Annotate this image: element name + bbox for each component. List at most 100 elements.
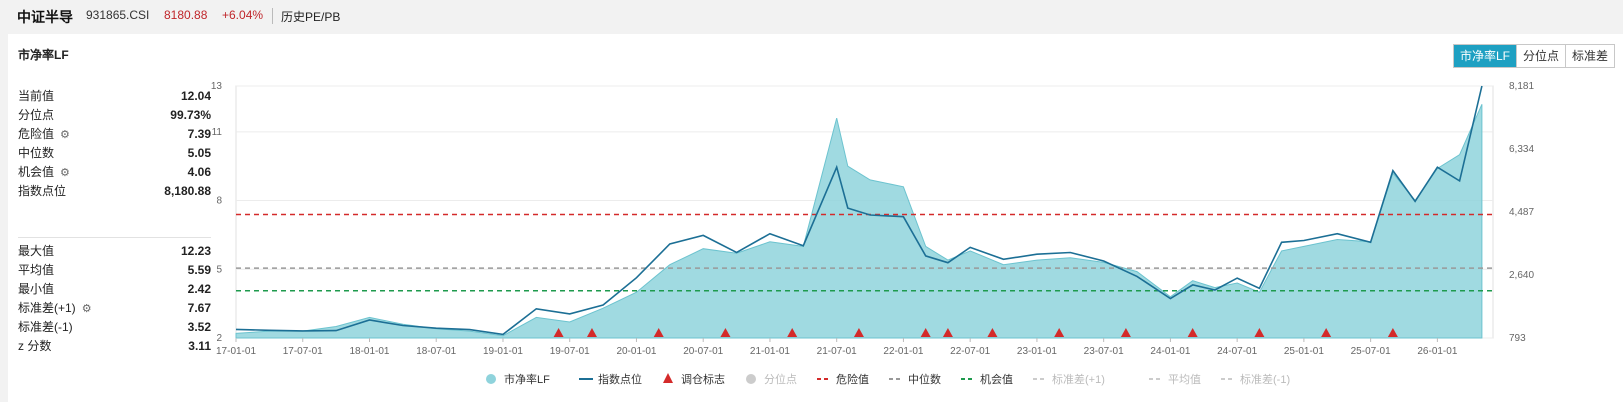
x-tick-label: 23-01-01 bbox=[1017, 346, 1057, 357]
view-tabs: 市净率LF 分位点 标准差 bbox=[1452, 44, 1615, 68]
x-tick-label: 21-07-01 bbox=[817, 346, 857, 357]
stats-divider bbox=[18, 237, 211, 238]
legend-label: 平均值 bbox=[1168, 373, 1201, 386]
legend-label: 市净率LF bbox=[504, 372, 550, 386]
rebalance-marker bbox=[1054, 328, 1065, 337]
x-tick-label: 24-01-01 bbox=[1150, 346, 1190, 357]
legend-label: 标准差(+1) bbox=[1052, 372, 1105, 386]
rebalance-marker bbox=[1387, 328, 1398, 337]
x-tick-label: 19-01-01 bbox=[483, 346, 523, 357]
legend-label: 危险值 bbox=[836, 372, 869, 386]
stat-label-text: 危险值 bbox=[18, 127, 55, 141]
stat-row: z 分数 3.11 bbox=[18, 337, 211, 355]
stat-value: 12.23 bbox=[180, 244, 211, 258]
y-right-tick-label: 4,487 bbox=[1509, 207, 1534, 218]
stat-label: 当前值 bbox=[18, 89, 55, 103]
tab-percentile[interactable]: 分位点 bbox=[1515, 45, 1565, 67]
rebalance-marker bbox=[920, 328, 931, 337]
x-tick-label: 17-07-01 bbox=[283, 346, 323, 357]
x-tick-label: 18-01-01 bbox=[349, 346, 389, 357]
rebalance-marker bbox=[653, 328, 664, 337]
index-name: 中证半导 bbox=[17, 9, 73, 25]
stat-label: 机会值 ⚙ bbox=[18, 163, 70, 182]
stat-row: 中位数 5.05 bbox=[18, 144, 211, 162]
stat-label: 最大值 bbox=[18, 244, 55, 258]
x-tick-label: 23-07-01 bbox=[1084, 346, 1124, 357]
stat-row: 危险值 ⚙ 7.39 bbox=[18, 125, 211, 143]
x-tick-label: 20-01-01 bbox=[616, 346, 656, 357]
stat-label: 分位点 bbox=[18, 108, 55, 122]
stat-row: 标准差(+1) ⚙ 7.67 bbox=[18, 299, 211, 317]
stat-row: 标准差(-1) 3.52 bbox=[18, 318, 211, 336]
stat-label-text: 标准差(+1) bbox=[18, 301, 76, 315]
stat-value: 4.06 bbox=[187, 165, 211, 179]
stat-value: 7.39 bbox=[187, 127, 211, 141]
x-tick-label: 22-07-01 bbox=[950, 346, 990, 357]
rebalance-marker bbox=[1187, 328, 1198, 337]
stat-row: 平均值 5.59 bbox=[18, 261, 211, 279]
legend-label: 中位数 bbox=[908, 372, 941, 386]
x-tick-label: 25-07-01 bbox=[1351, 346, 1391, 357]
stat-label: z 分数 bbox=[18, 339, 52, 353]
legend-label: 调仓标志 bbox=[681, 372, 725, 386]
stat-row: 最大值 12.23 bbox=[18, 242, 211, 260]
y-right-tick-label: 793 bbox=[1509, 333, 1526, 344]
x-tick-label: 19-07-01 bbox=[550, 346, 590, 357]
y-right-tick-label: 2,640 bbox=[1509, 270, 1534, 281]
gear-icon[interactable]: ⚙ bbox=[60, 129, 70, 141]
pb-area-series bbox=[235, 104, 1483, 339]
gear-icon[interactable]: ⚙ bbox=[81, 303, 92, 315]
y-right-tick-label: 8,181 bbox=[1509, 81, 1534, 92]
x-tick-label: 22-01-01 bbox=[883, 346, 923, 357]
stat-label: 标准差(+1) ⚙ bbox=[18, 299, 92, 318]
rebalance-marker bbox=[720, 328, 731, 337]
stat-row: 最小值 2.42 bbox=[18, 280, 211, 298]
x-tick-label: 24-07-01 bbox=[1217, 346, 1257, 357]
stat-value: 3.11 bbox=[188, 339, 211, 353]
x-tick-label: 25-01-01 bbox=[1284, 346, 1324, 357]
rebalance-marker bbox=[1321, 328, 1332, 337]
rebalance-marker bbox=[1120, 328, 1131, 337]
stat-value: 5.05 bbox=[187, 146, 211, 160]
stat-value: 12.04 bbox=[180, 89, 211, 103]
legend-label: 标准差(-1) bbox=[1240, 372, 1290, 386]
stat-value: 8,180.88 bbox=[164, 184, 211, 198]
y-left-tick-label: 5 bbox=[216, 264, 222, 275]
legend-symbol bbox=[746, 374, 756, 384]
index-price: 8180.88 bbox=[164, 8, 208, 22]
legend-symbol bbox=[486, 374, 496, 384]
legend-label: 分位点 bbox=[764, 372, 797, 386]
stat-value: 7.67 bbox=[187, 301, 211, 315]
rebalance-marker bbox=[787, 328, 798, 337]
stat-label: 最小值 bbox=[18, 282, 55, 296]
rebalance-marker bbox=[586, 328, 597, 337]
index-code: 931865.CSI bbox=[86, 8, 150, 22]
rebalance-marker bbox=[942, 328, 953, 337]
stat-label: 标准差(-1) bbox=[18, 320, 73, 334]
gear-icon[interactable]: ⚙ bbox=[60, 167, 70, 179]
stat-row: 当前值 12.04 bbox=[18, 87, 211, 105]
stat-value: 5.59 bbox=[187, 263, 211, 277]
stat-row: 分位点 99.73% bbox=[18, 106, 211, 124]
rebalance-marker bbox=[987, 328, 998, 337]
tab-pb[interactable]: 市净率LF bbox=[1453, 45, 1516, 67]
x-tick-label: 20-07-01 bbox=[683, 346, 723, 357]
stat-label: 指数点位 bbox=[18, 184, 67, 198]
history-pe-pb-link[interactable]: 历史PE/PB bbox=[281, 10, 341, 24]
rebalance-marker bbox=[553, 328, 564, 337]
tab-std[interactable]: 标准差 bbox=[1564, 45, 1614, 67]
y-left-tick-label: 13 bbox=[211, 81, 223, 92]
stat-value: 2.42 bbox=[187, 282, 211, 296]
stat-row: 指数点位 8,180.88 bbox=[18, 182, 211, 200]
legend-label: 机会值 bbox=[980, 372, 1013, 386]
header-divider bbox=[272, 8, 273, 24]
stat-label: 危险值 ⚙ bbox=[18, 125, 70, 144]
stat-value: 3.52 bbox=[187, 320, 211, 334]
stat-label: 平均值 bbox=[18, 263, 55, 277]
legend-symbol bbox=[663, 373, 673, 383]
stat-label: 中位数 bbox=[18, 146, 55, 160]
stat-label-text: 机会值 bbox=[18, 165, 55, 179]
stat-row: 机会值 ⚙ 4.06 bbox=[18, 163, 211, 181]
index-change: +6.04% bbox=[222, 8, 264, 22]
